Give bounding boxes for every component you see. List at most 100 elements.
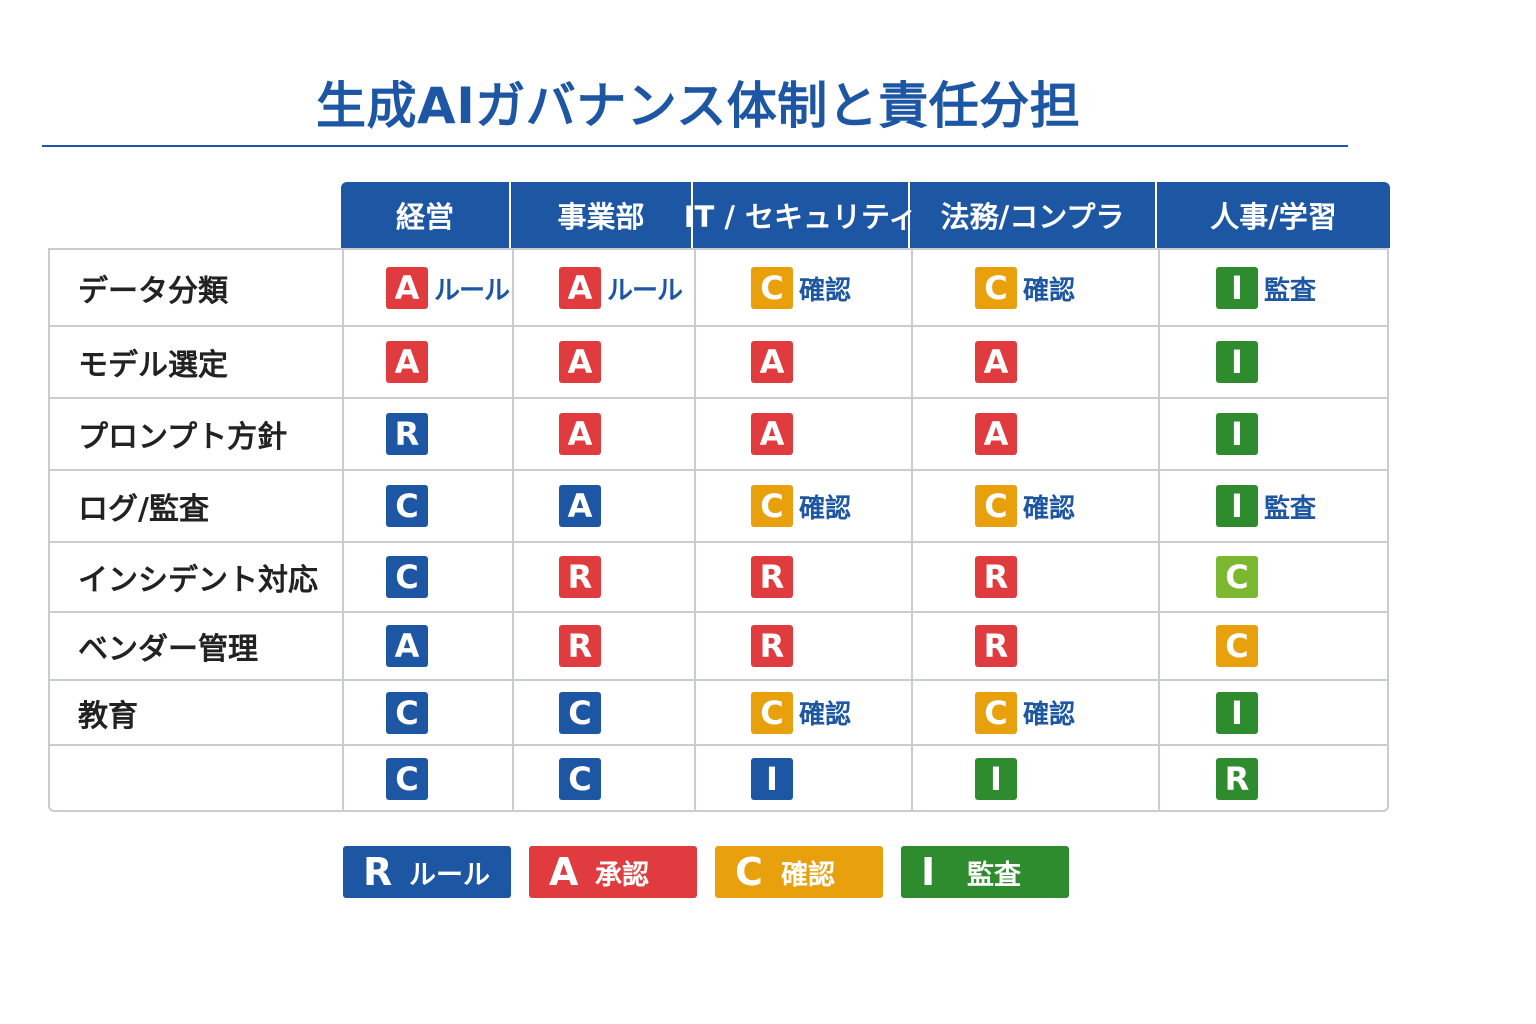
row-divider [50,679,1387,681]
raci-badge-a: A [751,413,793,455]
raci-badge-c: C [751,691,793,734]
matrix-cell-executive: C [386,691,428,734]
row-label: ログ/監査 [78,492,209,527]
matrix-cell-legal-compliance: A [975,341,1017,383]
raci-badge-c: C [975,691,1017,734]
matrix-cell-hr-learning: R [1216,757,1258,800]
cell-note: 確認 [799,493,852,524]
raci-badge-a: A [975,341,1017,383]
raci-badge-c: C [559,757,601,800]
column-header-business-unit: 事業部 [511,182,693,248]
column-divider [512,250,514,810]
legend: R ルール A 承認 C 確認 I 監査 [343,846,1069,898]
row-divider [50,541,1387,543]
column-header-hr-learning: 人事/学習 [1210,200,1337,234]
raci-badge-r: R [386,413,428,455]
row-label: ベンダー管理 [78,632,258,667]
column-divider [694,250,696,810]
matrix-cell-business-unit: R [559,625,601,667]
raci-badge-i: I [751,757,793,800]
matrix-cell-business-unit: A ルール [559,267,683,309]
matrix-cell-it-security: A [751,413,793,455]
legend-item-r: R ルール [343,846,511,898]
matrix-cell-business-unit: A [559,413,601,455]
matrix-cell-executive: C [386,485,428,527]
matrix-cell-it-security: C 確認 [751,485,851,527]
raci-badge-r: R [559,556,601,598]
raci-badge-r: R [751,625,793,667]
raci-badge-c: C [1216,556,1258,598]
raci-badge-i: I [1216,413,1258,455]
raci-badge-i: I [1216,485,1258,527]
raci-badge-c: C [386,757,428,800]
raci-badge-c: C [751,267,793,309]
matrix-cell-executive: R [386,413,428,455]
raci-badge-a: A [386,341,428,383]
raci-badge-a: A [559,341,601,383]
raci-badge-r: R [975,625,1017,667]
matrix-cell-executive: C [386,556,428,598]
cell-note: 確認 [1023,275,1076,306]
matrix-cell-business-unit: C [559,691,601,734]
raci-badge-a: A [559,267,601,309]
cell-note: 監査 [1264,275,1317,306]
legend-item-a: A 承認 [529,846,697,898]
row-divider [50,744,1387,746]
row-divider [50,397,1387,399]
legend-code: C [735,850,763,894]
matrix-cell-hr-learning: I 監査 [1216,485,1316,527]
matrix-cell-it-security: R [751,625,793,667]
matrix-cell-hr-learning: I [1216,413,1258,455]
matrix-cell-business-unit: A [559,485,601,527]
row-label: プロンプト方針 [78,420,288,455]
matrix-cell-executive: A ルール [386,267,510,309]
row-divider [50,325,1387,327]
raci-badge-a: A [751,341,793,383]
column-header-legal-compliance: 法務/コンプラ [910,182,1157,248]
matrix-cell-hr-learning: C [1216,556,1258,598]
legend-label: 監査 [967,859,1021,891]
matrix-cell-legal-compliance: R [975,556,1017,598]
legend-label: 確認 [781,859,835,891]
column-divider [342,250,344,810]
row-divider [50,469,1387,471]
matrix-cell-hr-learning: I [1216,691,1258,734]
legend-label: ルール [409,859,490,891]
legend-item-i: I 監査 [901,846,1069,898]
raci-badge-a: A [386,625,428,667]
raci-badge-c: C [975,267,1017,309]
raci-badge-i: I [1216,691,1258,734]
matrix-cell-executive: C [386,757,428,800]
page-title: 生成AIガバナンス体制と責任分担 [316,77,1081,135]
row-label: インシデント対応 [78,563,318,598]
matrix-cell-it-security: I [751,757,793,800]
raci-badge-c: C [975,485,1017,527]
matrix-cell-legal-compliance: R [975,625,1017,667]
column-header-it-security: IT / セキュリティ [684,182,917,248]
matrix-cell-hr-learning: I 監査 [1216,267,1316,309]
matrix-cell-business-unit: C [559,757,601,800]
legend-label: 承認 [595,859,649,891]
raci-badge-r: R [751,556,793,598]
column-header-executive: 経営 [341,182,511,248]
raci-badge-c: C [386,691,428,734]
raci-badge-a: A [386,267,428,309]
matrix-cell-legal-compliance: C 確認 [975,267,1075,309]
matrix-cell-business-unit: A [559,341,601,383]
cell-note: 確認 [799,700,852,730]
raci-badge-a: A [975,413,1017,455]
matrix-cell-business-unit: R [559,556,601,598]
column-divider [1158,250,1160,810]
raci-badge-a: A [559,485,601,527]
responsibility-matrix: データ分類 A ルール A ルール C 確認 C 確認 I 監査 モデル選定 A A A A I プロンプト方針 R… [48,248,1389,812]
matrix-cell-executive: A [386,341,428,383]
matrix-cell-it-security: C 確認 [751,267,851,309]
raci-badge-c: C [559,691,601,734]
matrix-cell-legal-compliance: I [975,757,1017,800]
raci-badge-r: R [1216,757,1258,800]
matrix-cell-it-security: R [751,556,793,598]
cell-note: 確認 [1023,493,1076,524]
cell-note: 確認 [1023,700,1076,730]
row-label: データ分類 [78,274,228,309]
raci-badge-r: R [975,556,1017,598]
